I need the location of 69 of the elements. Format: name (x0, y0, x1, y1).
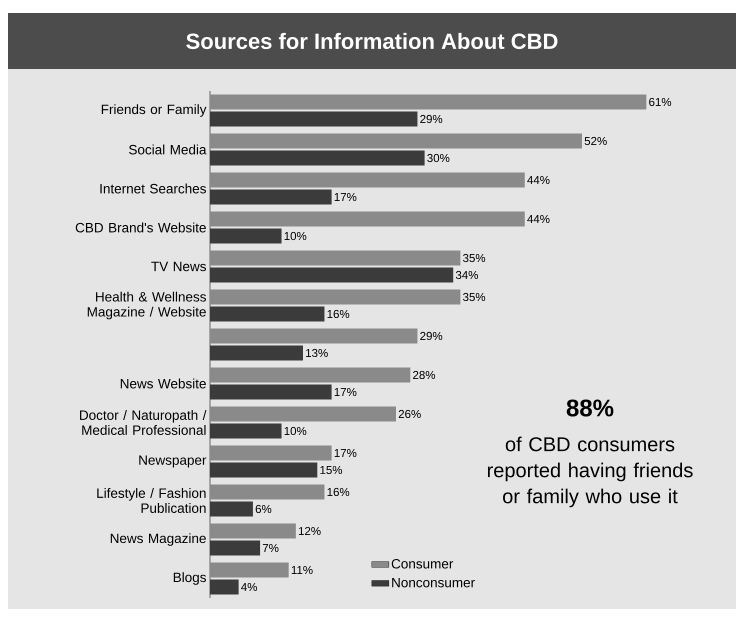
bar (210, 133, 582, 148)
bar (210, 562, 289, 578)
bar (210, 328, 418, 344)
bar (210, 579, 239, 594)
data-label: 16% (328, 310, 350, 318)
y-tick-label: Social Media (129, 144, 206, 154)
y-tick-label: Blogs (174, 572, 206, 585)
data-label: 13% (306, 348, 328, 358)
data-label: 11% (292, 566, 313, 574)
annotation: of CBD consumers reported having friends or family who use it (488, 436, 693, 508)
legend-label: Consumer (392, 559, 454, 569)
bar (210, 540, 260, 556)
data-label: 29% (420, 332, 442, 340)
y-tick-label: TV News (151, 262, 206, 272)
y-tick-label: News Website (120, 378, 206, 388)
data-label: 29% (420, 114, 442, 124)
bar (210, 189, 332, 204)
y-tick-label: Friends or Family (102, 104, 206, 117)
chart-title: Sources for Information About CBD (186, 32, 558, 50)
bar (210, 367, 410, 382)
y-tick-label: News Magazine (110, 533, 206, 546)
bar (210, 289, 460, 304)
bar (210, 523, 296, 538)
data-label: 35% (463, 254, 486, 262)
data-label: 26% (398, 410, 421, 418)
data-label: 10% (284, 426, 306, 436)
bar (210, 150, 425, 166)
bar (210, 94, 646, 110)
data-label: 16% (328, 488, 350, 496)
y-tick-label: CBD Brand's Website (76, 222, 206, 232)
data-label: 12% (298, 526, 321, 536)
data-label: 17% (334, 192, 356, 202)
bar (210, 228, 282, 244)
y-tick-label: Lifestyle / Fashion Publication (97, 488, 206, 513)
bar (210, 211, 525, 226)
data-label: 35% (463, 292, 486, 302)
legend-label: Nonconsumer (392, 578, 475, 588)
data-label: 44% (527, 214, 550, 224)
bar (210, 267, 454, 282)
data-label: 34% (456, 270, 478, 280)
data-label: 52% (584, 136, 607, 146)
bar (210, 501, 253, 516)
data-label: 10% (284, 232, 306, 240)
data-label: 61% (649, 98, 672, 106)
data-label: 6% (256, 504, 272, 514)
bar (210, 345, 303, 360)
data-label: 44% (527, 176, 550, 184)
bar (210, 250, 460, 266)
y-tick-label: Internet Searches (100, 184, 206, 194)
y-tick-label: Doctor / Naturopath / Medical Professional (80, 410, 206, 435)
bar (210, 445, 332, 460)
data-label: 15% (320, 466, 342, 474)
bar (210, 462, 318, 478)
data-label: 17% (334, 388, 356, 396)
bar (210, 306, 324, 322)
bar (210, 172, 525, 188)
bar (210, 406, 396, 422)
bar (210, 423, 282, 438)
y-tick-label: Newspaper (139, 455, 206, 468)
bar (210, 384, 332, 400)
data-label: 7% (262, 544, 278, 552)
data-label: 4% (241, 582, 258, 592)
data-label: 30% (427, 154, 450, 162)
y-tick-label: Health & Wellness Magazine / Website (88, 292, 206, 320)
data-label: 28% (413, 370, 436, 380)
data-label: 17% (334, 448, 356, 458)
bar (210, 111, 418, 126)
annotation: 88% (566, 400, 614, 416)
bar (210, 484, 324, 500)
